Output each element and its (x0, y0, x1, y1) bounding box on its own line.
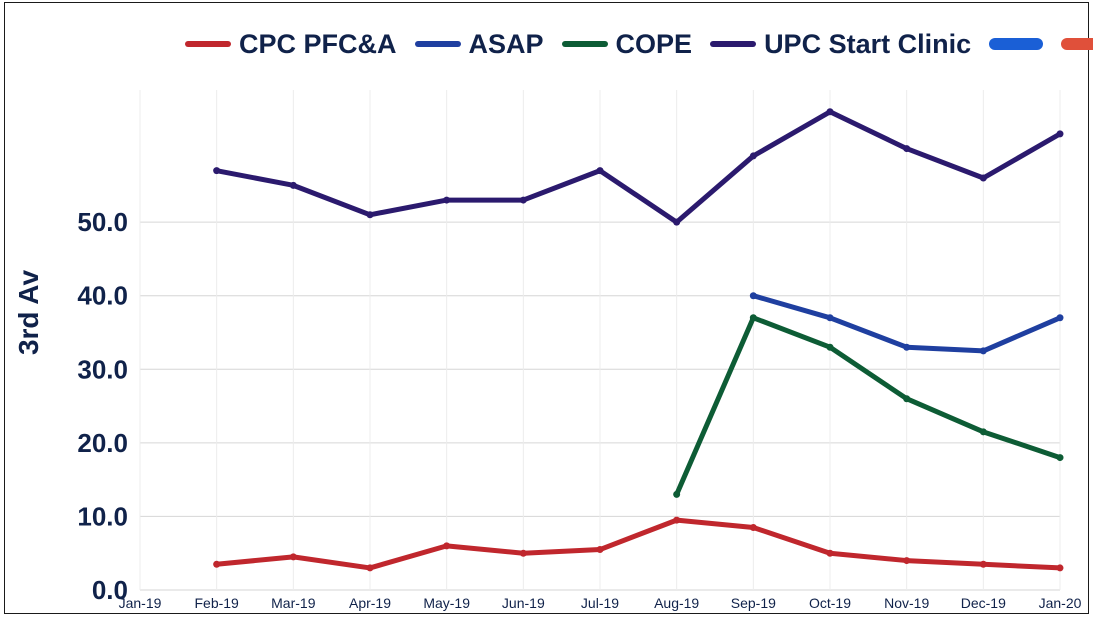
series-point-0-3 (366, 564, 374, 572)
series-point-2-9 (826, 343, 834, 351)
series-point-0-8 (749, 523, 757, 531)
series-point-2-12 (1056, 454, 1064, 462)
legend-swatch-extra-orange (1061, 38, 1093, 50)
x-tick-label: Mar-19 (271, 595, 316, 611)
legend-item-upc: UPC Start Clinic (710, 29, 971, 60)
legend-label-cpc: CPC PFC&A (239, 28, 397, 59)
y-tick-label: 50.0 (77, 207, 128, 237)
legend-swatch-cope (561, 41, 608, 47)
x-tick-label: Dec-19 (961, 595, 1006, 611)
series-point-1-12 (1056, 314, 1064, 322)
series-point-3-9 (826, 108, 834, 116)
y-tick-label: 40.0 (77, 281, 128, 311)
x-tick-label: Aug-19 (654, 595, 699, 611)
series-point-0-7 (673, 516, 681, 524)
series-point-3-5 (519, 196, 527, 204)
series-line-2 (674, 315, 1063, 497)
series-point-3-6 (596, 167, 604, 175)
legend-item-asap: ASAP (414, 28, 544, 60)
series-point-3-11 (979, 174, 987, 182)
series-point-3-2 (289, 181, 297, 189)
series-point-1-10 (903, 343, 911, 351)
series-point-1-8 (749, 292, 757, 300)
series-point-0-4 (443, 542, 451, 550)
legend-item-cope: COPE (561, 28, 693, 60)
y-tick-label: 0.0 (92, 575, 128, 605)
series-point-0-5 (519, 549, 527, 557)
series-point-0-11 (979, 560, 987, 568)
series-point-3-8 (749, 152, 757, 160)
series-point-0-6 (596, 546, 604, 554)
series-point-0-9 (826, 549, 834, 557)
series-line-0 (214, 517, 1063, 571)
series-point-2-8 (749, 314, 757, 322)
y-tick-label: 10.0 (77, 501, 128, 531)
series-point-0-10 (903, 557, 911, 565)
series-point-0-2 (289, 553, 297, 561)
series-point-3-3 (366, 211, 374, 219)
series-point-0-1 (213, 560, 221, 568)
y-tick-label: 30.0 (77, 354, 128, 384)
series-point-0-12 (1056, 564, 1064, 572)
legend-label-asap: ASAP (468, 28, 544, 59)
x-tick-label: Jun-19 (502, 595, 545, 611)
series-line-3 (214, 109, 1063, 225)
x-tick-label: Oct-19 (809, 595, 851, 611)
x-tick-label: Sep-19 (731, 595, 776, 611)
x-tick-label: Jan-20 (1039, 595, 1082, 611)
legend-label-upc: UPC Start Clinic (764, 28, 972, 59)
x-tick-label: Nov-19 (884, 595, 929, 611)
x-tick-label: Apr-19 (349, 595, 391, 611)
legend: CPC PFC&A ASAP COPE UPC Start Clinic (185, 24, 1093, 64)
y-axis-label: 3rd Av (13, 270, 44, 355)
legend-swatch-asap (414, 41, 461, 47)
legend-swatch-cpc (185, 41, 231, 47)
y-tick-label: 20.0 (77, 428, 128, 458)
series-point-3-4 (443, 196, 451, 204)
series-point-3-12 (1056, 130, 1064, 138)
series-point-3-10 (903, 145, 911, 153)
legend-label-cope: COPE (615, 28, 693, 59)
series-point-2-10 (903, 395, 911, 403)
series-point-1-11 (979, 347, 987, 355)
x-tick-label: Jul-19 (581, 595, 619, 611)
series-point-3-1 (213, 167, 221, 175)
x-tick-label: May-19 (423, 595, 470, 611)
series-point-3-7 (673, 218, 681, 226)
legend-swatch-upc (710, 41, 757, 47)
series-point-2-11 (979, 428, 987, 436)
series-point-2-7 (673, 490, 681, 498)
x-tick-label: Feb-19 (194, 595, 239, 611)
chart-frame (4, 2, 1089, 614)
legend-swatch-extra-blue (989, 38, 1044, 50)
series-point-1-9 (826, 314, 834, 322)
legend-item-cpc: CPC PFC&A (185, 29, 397, 60)
x-tick-label: Jan-19 (119, 595, 162, 611)
